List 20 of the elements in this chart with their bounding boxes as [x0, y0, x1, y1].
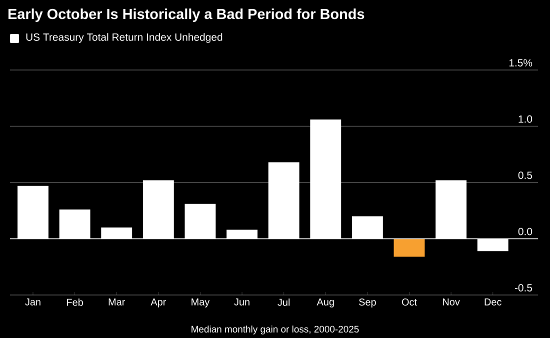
x-tick-label: Jan — [25, 298, 40, 306]
y-tick-label: -0.5 — [514, 284, 532, 292]
x-tick-label: Apr — [150, 298, 166, 308]
y-tick-label: 1.0 — [518, 115, 532, 123]
y-tick-label: 0.0 — [518, 228, 532, 236]
x-tick-label: Nov — [443, 298, 460, 306]
y-tick-label: 0.5 — [518, 172, 532, 179]
x-tick-label: Aug — [316, 298, 334, 308]
x-tick-label: Jul — [278, 298, 290, 306]
chart-title: Early October Is Historically a Bad Period for Bonds — [8, 8, 364, 22]
y-tick-label: 1.5% — [509, 59, 532, 66]
x-tick-label: Dec — [484, 298, 502, 306]
x-tick-label: Oct — [402, 298, 417, 306]
x-tick-label: Sep — [359, 298, 376, 308]
x-tick-label: Feb — [67, 298, 83, 306]
legend-label: US Treasury Total Return Index Unhedged — [26, 33, 222, 43]
x-axis-title: Median monthly gain or loss, 2000-2025 — [192, 326, 359, 334]
x-tick-label: May — [192, 298, 210, 308]
x-tick-label: Mar — [108, 298, 126, 306]
x-tick-label: Jun — [234, 298, 250, 306]
